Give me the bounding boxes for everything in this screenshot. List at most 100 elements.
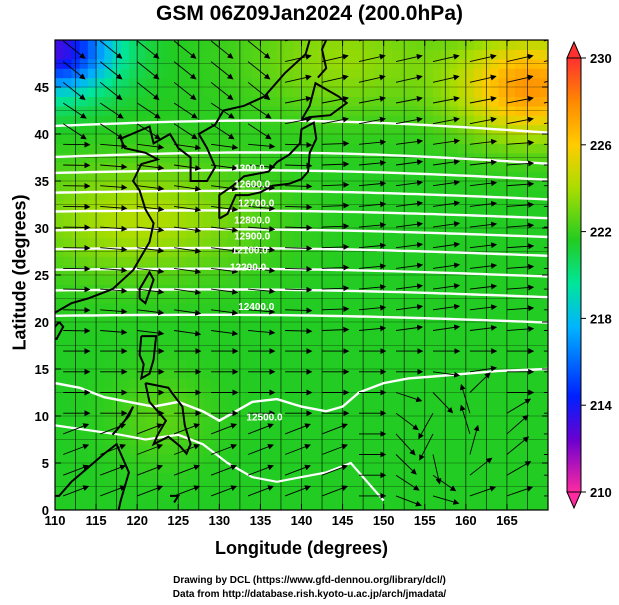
streamline-arrow: [247, 81, 271, 101]
streamline-arrow: [395, 433, 416, 456]
streamline-arrow: [247, 61, 271, 80]
streamline-arrow: [211, 267, 239, 275]
streamline-arrow: [62, 102, 87, 119]
streamline-arrow: [248, 308, 276, 315]
streamline-arrow: [137, 205, 165, 212]
streamline-arrow: [321, 223, 350, 230]
streamline-arrow: [321, 285, 350, 292]
y-tick-label: 5: [42, 456, 49, 471]
streamline-arrow: [174, 267, 202, 275]
streamline-arrow: [211, 205, 239, 213]
streamline-arrow: [174, 247, 202, 254]
streamline-arrow: [284, 74, 312, 83]
streamline-arrow: [432, 179, 461, 187]
x-axis-ticks: 110 115 120 125 130 135 140 145 150 155 160 165: [45, 40, 518, 528]
coastline: [170, 494, 181, 504]
streamline-arrow: [285, 162, 313, 169]
streamline-arrow: [173, 40, 197, 59]
streamline-arrow: [469, 304, 498, 311]
streamline-arrow: [321, 53, 349, 63]
contour-labels: 1300.0 12600.0 12700.0 12800.0 12900.0 12100.…: [230, 164, 283, 424]
streamline-arrow: [506, 181, 535, 188]
streamline-arrow: [469, 159, 498, 166]
streamline-arrow: [248, 163, 276, 170]
streamline-arrow: [395, 96, 423, 104]
y-tick-label: 0: [42, 503, 49, 518]
streamline-arrow: [62, 123, 87, 140]
streamline-arrow: [358, 325, 387, 332]
coastline: [317, 40, 328, 79]
colorbar-tick-label: 230: [590, 51, 612, 66]
streamline-arrow: [137, 164, 165, 171]
streamline-arrow: [247, 102, 272, 119]
streamline-arrow: [174, 205, 202, 213]
streamline-arrow: [211, 185, 239, 192]
streamline-arrow: [99, 81, 123, 101]
streamline-arrow: [395, 454, 417, 475]
streamline-arrow: [137, 288, 165, 295]
streamline-arrow: [137, 309, 165, 316]
streamline-arrow: [469, 424, 480, 455]
streamline-arrow: [432, 138, 461, 145]
streamline-arrow: [174, 226, 202, 234]
streamline-arrow: [506, 243, 535, 250]
streamline-arrow: [432, 371, 461, 378]
streamline-arrow: [284, 443, 311, 455]
streamline-arrow: [100, 485, 127, 497]
streamline-arrow: [469, 221, 498, 228]
streamline-arrow: [99, 40, 123, 59]
streamline-arrow: [358, 116, 386, 125]
colorbar-tick-label: 218: [590, 311, 612, 326]
streamline-arrow: [137, 226, 165, 233]
contour-label: 12200.0: [230, 262, 267, 273]
height-contour: [55, 228, 548, 239]
coastline: [138, 335, 158, 381]
streamline-arrow: [395, 221, 424, 228]
x-tick-label: 160: [455, 513, 477, 528]
streamline-arrow: [506, 160, 535, 167]
streamline-arrow: [395, 283, 424, 290]
y-axis-ticks: 0 5 10 15 20 25 30 35 40 45: [35, 80, 548, 518]
streamline-arrow: [285, 245, 313, 252]
streamline-arrow: [210, 443, 238, 455]
streamline-arrow: [210, 61, 234, 80]
streamline-arrow: [469, 138, 498, 145]
streamline-arrow: [418, 412, 434, 440]
streamline-arrow: [211, 309, 239, 316]
contour-label: 12700.0: [238, 198, 275, 209]
streamline-arrow: [210, 40, 234, 59]
streamline-arrow: [395, 303, 424, 311]
streamline-arrow: [395, 241, 424, 249]
streamline-arrow: [321, 326, 350, 333]
colorbar-gradient: [566, 57, 582, 493]
streamline-arrow: [506, 414, 529, 435]
streamline-arrow: [506, 116, 534, 125]
streamline-arrow: [321, 264, 350, 271]
y-tick-label: 15: [35, 362, 49, 377]
streamline-arrow: [432, 262, 461, 269]
streamline-arrow: [62, 61, 86, 80]
streamline-arrow: [174, 309, 202, 316]
streamline-arrow: [284, 423, 311, 435]
streamline-arrow: [432, 303, 461, 311]
x-tick-label: 165: [496, 513, 518, 528]
streamline-arrow: [395, 53, 423, 63]
streamline-arrow: [506, 263, 535, 270]
streamline-arrow: [395, 324, 424, 331]
coastline: [138, 270, 155, 305]
streamline-arrow: [173, 123, 198, 140]
streamline-arrow: [137, 185, 165, 192]
x-tick-label: 125: [167, 513, 189, 528]
streamline-arrow: [137, 143, 165, 150]
streamline-arrow: [100, 143, 128, 149]
streamline-arrow: [469, 283, 498, 290]
streamline-arrow: [358, 74, 386, 83]
streamline-arrow: [285, 116, 312, 125]
x-tick-label: 155: [414, 513, 436, 528]
streamline-arrow: [432, 324, 461, 331]
streamline-arrow: [285, 307, 313, 314]
credit-data-source: Data from http://database.rish.kyoto-u.a…: [172, 589, 447, 600]
streamline-arrow: [211, 330, 239, 337]
streamline-arrow: [432, 241, 461, 249]
contour-label: 12600.0: [234, 180, 271, 191]
